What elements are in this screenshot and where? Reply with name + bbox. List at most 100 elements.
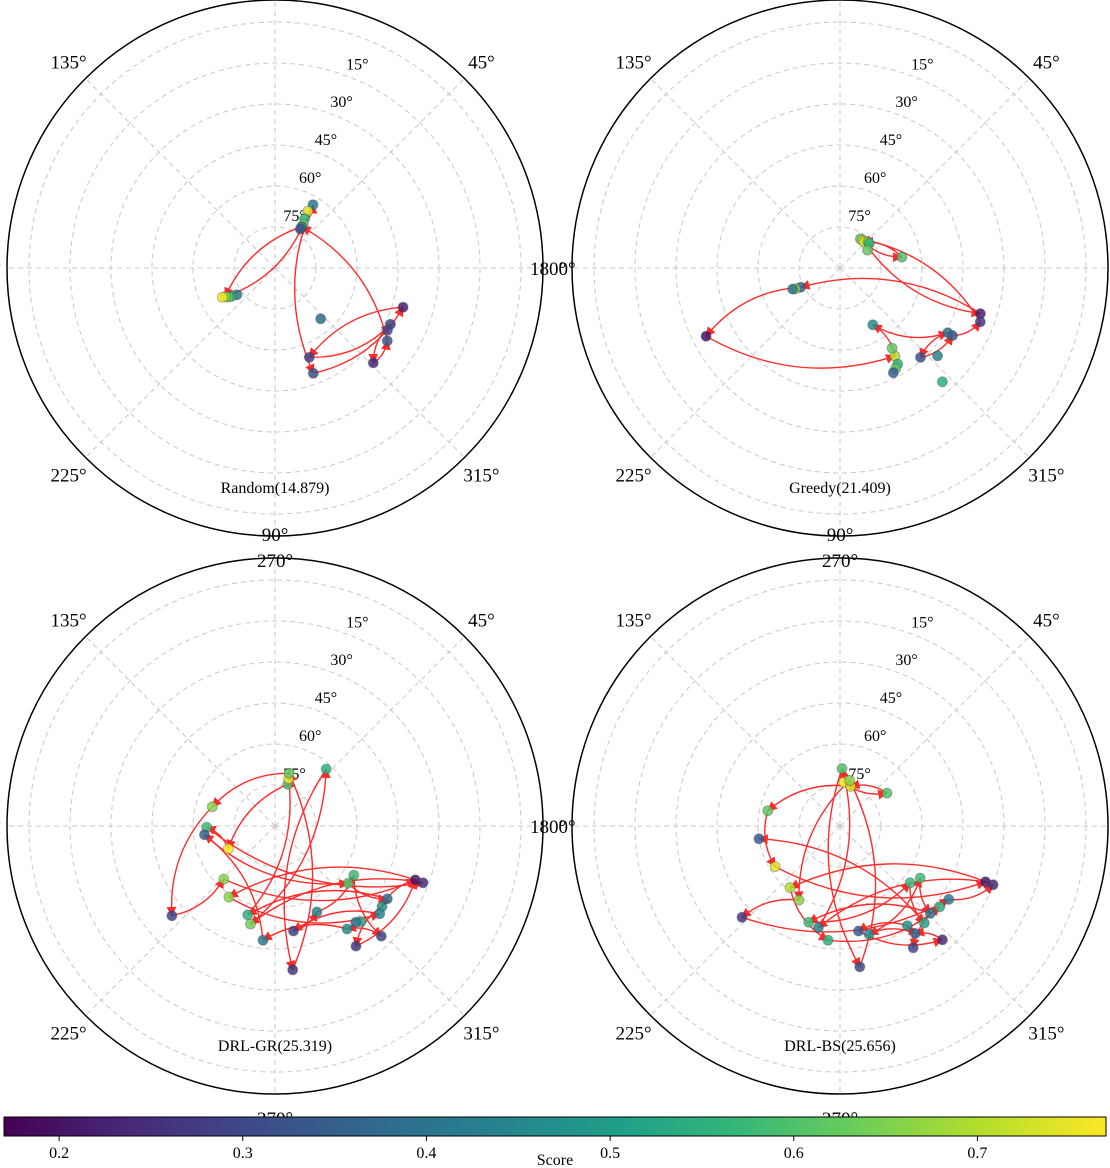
route-arrow [807,903,931,923]
elevation-tick-label: 30° [330,94,352,111]
colorbar-label: Score [537,1152,573,1168]
route-arrow [793,779,851,902]
angle-tick-label: 90° [262,525,289,546]
route-arrow [705,335,896,369]
colorbar: 0.2 0.3 0.4 0.5 0.6 0.7 Score [3,1116,1107,1168]
angle-tick-label: 315° [1028,1023,1064,1044]
data-point [736,911,748,923]
data-point [787,283,799,295]
angle-tick-label: 180° [530,817,566,838]
route-arrow [868,877,923,935]
data-point [206,801,218,813]
route-arrow [308,306,404,359]
route-arrow [224,226,303,298]
grid-circle [716,144,964,392]
data-point [934,901,946,913]
elevation-tick-label: 60° [299,728,321,745]
elevation-tick-label: 30° [330,652,352,669]
route-arrow [863,241,982,318]
polar-plot-random: 0°45°90°135°180°225°270°315°15°30°45°60°… [0,0,576,572]
data-point [166,910,178,922]
angle-tick-label: 225° [615,465,651,486]
route-arrow [283,768,327,971]
data-point [315,313,327,325]
polar-frame [571,0,1109,537]
data-point [342,877,354,889]
data-point [881,787,893,799]
grid-circle [634,62,1046,474]
data-point [909,928,921,939]
angle-tick-label: 180° [0,817,1,838]
data-point [397,301,409,313]
colorbar-tick-label: 0.7 [967,1145,987,1162]
data-points [700,233,986,388]
grid-circle [151,702,399,950]
elevation-tick-label: 60° [299,170,321,187]
route-arrow [758,834,925,924]
data-point [287,964,299,976]
angle-tick-label: 135° [50,611,86,632]
polar-frame [6,0,544,537]
grid-circle [151,144,399,392]
route-arrow [226,783,289,850]
elevation-tick-label: 15° [346,614,368,631]
grid-circle [634,620,1046,1032]
route-arrow [789,863,994,889]
elevation-tick-label: 60° [864,728,886,745]
data-point [844,775,856,786]
data-point [886,342,898,354]
angle-tick-label: 90° [827,525,854,546]
data-point [793,894,805,906]
route-arrow [799,277,981,315]
route-arrow [247,777,295,916]
data-point [974,316,986,328]
data-point [901,920,913,932]
data-point [887,367,899,379]
elevation-tick-label: 15° [911,56,933,73]
grid-circle [716,702,964,950]
data-point [812,922,824,934]
data-point [381,324,393,336]
data-point [348,869,360,881]
data-point [762,805,774,817]
data-point [803,916,815,928]
route-arrow [355,878,418,947]
route-arrow [246,889,388,916]
route-arrow [849,779,877,968]
data-point [375,930,387,942]
elevation-tick-label: 15° [346,56,368,73]
data-point [915,351,926,363]
polar-frame [571,557,1109,1095]
route-arrow [211,772,290,808]
data-point [294,223,306,235]
elevation-tick-label: 30° [895,94,917,111]
data-point [320,763,332,775]
data-point [854,961,866,973]
data-point [417,877,429,889]
angle-tick-label: 45° [468,53,495,74]
angle-tick-label: 315° [1028,465,1064,486]
angle-tick-label: 315° [463,1023,499,1044]
data-point [936,934,948,946]
data-point [216,291,228,303]
colorbar-tick-label: 0.2 [49,1145,69,1162]
route-arrow [206,826,424,890]
polar-plot-drl-gr: 0°45°90°135°180°225°270°315°15°30°45°60°… [0,525,576,1130]
elevation-tick-label: 30° [895,652,917,669]
route-arrow [817,767,851,928]
data-point [863,928,875,940]
route-arrow [789,887,829,941]
data-point [283,767,295,779]
colorbar-tick-label: 0.6 [784,1145,804,1162]
data-point [853,925,864,937]
data-point [245,918,256,930]
angle-tick-label: 45° [1033,611,1060,632]
data-point [936,376,948,388]
polar-plot-drl-bs: 0°45°90°135°180°225°270°315°15°30°45°60°… [530,525,1109,1130]
grid-circle [69,620,481,1032]
colorbar-tick-label: 0.5 [600,1145,620,1162]
subplot-title: Random(14.879) [221,480,330,497]
data-point [242,909,254,921]
route-arrow [872,324,949,341]
data-point [222,843,234,855]
